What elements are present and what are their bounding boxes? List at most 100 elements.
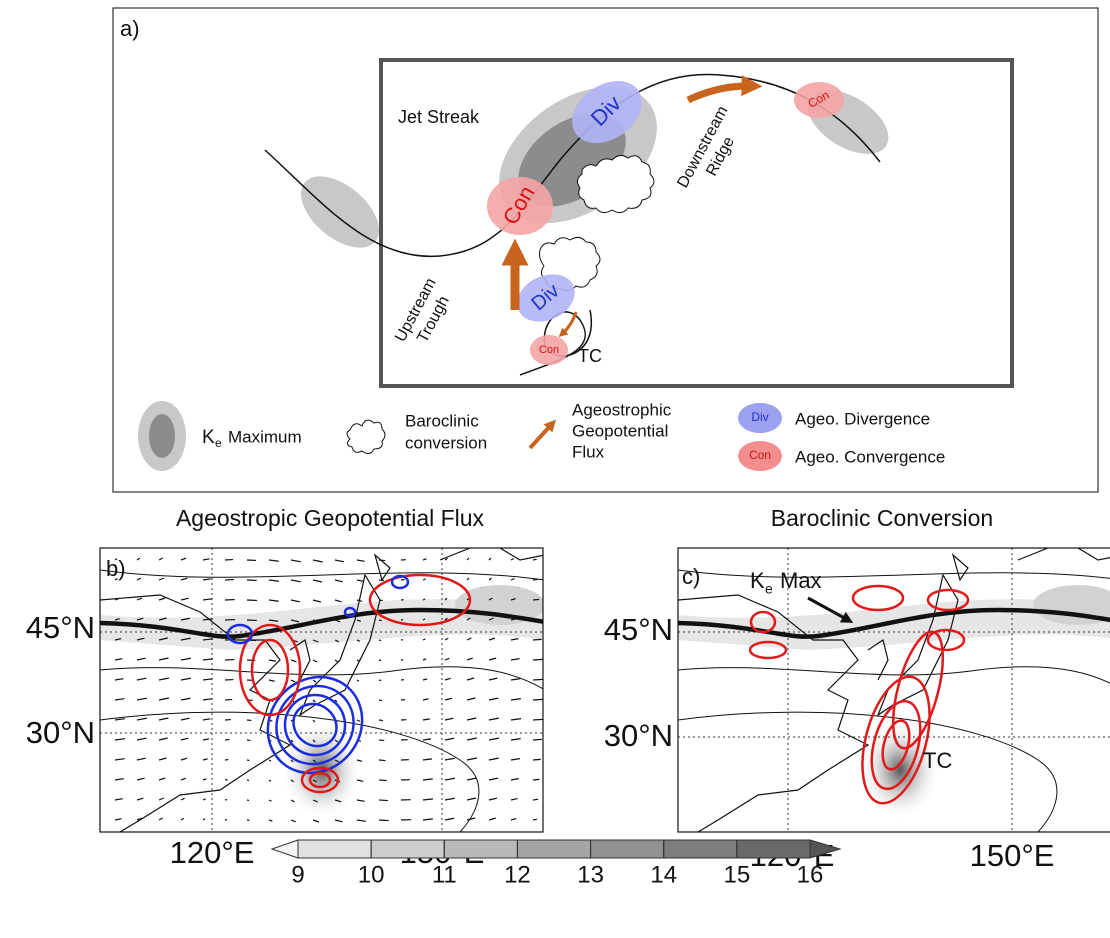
panel-label: a) (120, 16, 140, 41)
colorbar-tick-label: 14 (650, 861, 677, 888)
focus-box (379, 58, 1014, 388)
flux-vector (334, 579, 343, 583)
panel-b (99, 547, 544, 833)
map-area (100, 548, 543, 832)
flux-vector (136, 637, 145, 641)
flux-vector (532, 598, 540, 601)
flux-vector (510, 598, 516, 601)
flux-vector (422, 558, 427, 561)
flux-vector (356, 819, 366, 822)
flux-vector (180, 617, 190, 621)
flux-vector (444, 617, 448, 621)
flux-vector (466, 797, 477, 801)
flux-vector (510, 778, 519, 781)
flux-vector (114, 598, 119, 601)
flux-vector (422, 618, 426, 621)
flux-vector (356, 799, 365, 802)
flux-vector (466, 617, 471, 621)
flux-vector (510, 678, 521, 681)
flux-vector (510, 658, 520, 661)
coastline (678, 548, 1110, 832)
convergence-contour (368, 573, 472, 627)
flux-vector (136, 737, 147, 741)
flux-vector (290, 679, 296, 683)
flux-vector (488, 757, 499, 761)
panel-label: b) (106, 556, 126, 581)
flux-vector (180, 577, 188, 581)
flux-vector (532, 658, 543, 661)
flux-vector (488, 577, 492, 581)
flux-vector (510, 758, 520, 761)
flux-vector (114, 778, 124, 781)
flux-vector (136, 557, 141, 561)
flux-vector (510, 798, 518, 801)
ke-max (300, 176, 380, 248)
flux-vector (378, 639, 382, 642)
flux-vector (466, 657, 473, 661)
flux-arrow (558, 311, 578, 338)
flux-vector (136, 577, 141, 581)
lon-label: 120°E (170, 835, 255, 870)
flux-vector (114, 818, 122, 821)
flux-vector (378, 719, 384, 722)
flux-vector (114, 578, 118, 581)
flux-vector (312, 679, 317, 683)
flux-vector (466, 637, 472, 641)
baroclinic-cloud (576, 154, 655, 214)
tc-label: TC (578, 346, 602, 366)
flux-vector (510, 738, 521, 741)
flux-vector (312, 639, 319, 643)
colorbar-tick-label: 15 (724, 861, 751, 888)
flux-vector (290, 779, 294, 783)
flux-vector (422, 798, 434, 801)
flux-vector (422, 658, 427, 661)
flux-vector (268, 799, 272, 802)
flux-vector (202, 638, 214, 641)
flux-vector (510, 818, 517, 821)
legend-ke-text: Maximum (228, 427, 302, 446)
legend-flux: Ageostrophic (572, 400, 672, 419)
flux-vector (202, 818, 206, 821)
baroclinic-contour (870, 699, 922, 791)
flux-vector (466, 757, 478, 761)
flux-vector (378, 599, 383, 602)
flux-vector (158, 597, 166, 601)
flux-vector (356, 719, 361, 722)
flux-vector (158, 637, 168, 641)
legend-ke-core (149, 414, 175, 458)
convergence-contour (238, 623, 302, 717)
flux-vector (312, 559, 323, 563)
flux-vector (202, 738, 210, 741)
flux-vector (532, 818, 537, 821)
flux-vector (334, 659, 339, 663)
flux-vector (290, 619, 300, 623)
flux-vector (422, 598, 426, 601)
flux-vector (290, 799, 295, 803)
flux-vector (422, 758, 433, 761)
flux-vector (356, 639, 361, 642)
flux-vector (444, 677, 451, 681)
flux-vector (180, 697, 191, 701)
flux-vector (444, 757, 455, 761)
flux-vector (114, 678, 124, 681)
colorbar-segment (590, 839, 665, 859)
flux-vector (180, 777, 186, 781)
height-contour (100, 666, 543, 690)
flux-vector (136, 717, 148, 721)
flux-vector (158, 657, 169, 661)
flux-vector (510, 578, 515, 581)
legend-ke-sub: e (215, 436, 222, 450)
flux-vector (114, 758, 125, 761)
legend-baroclinic: conversion (405, 433, 487, 452)
flux-vector (114, 558, 118, 561)
flux-vector (532, 738, 542, 741)
flux-vector (422, 818, 433, 821)
flux-vector (422, 638, 426, 641)
flux-vector (334, 559, 344, 563)
jet-streak-label: Jet Streak (398, 107, 480, 127)
flux-vector (378, 759, 386, 762)
flux-vector (180, 817, 185, 821)
divergence-contour (292, 702, 338, 748)
baroclinic-contour (926, 588, 970, 612)
